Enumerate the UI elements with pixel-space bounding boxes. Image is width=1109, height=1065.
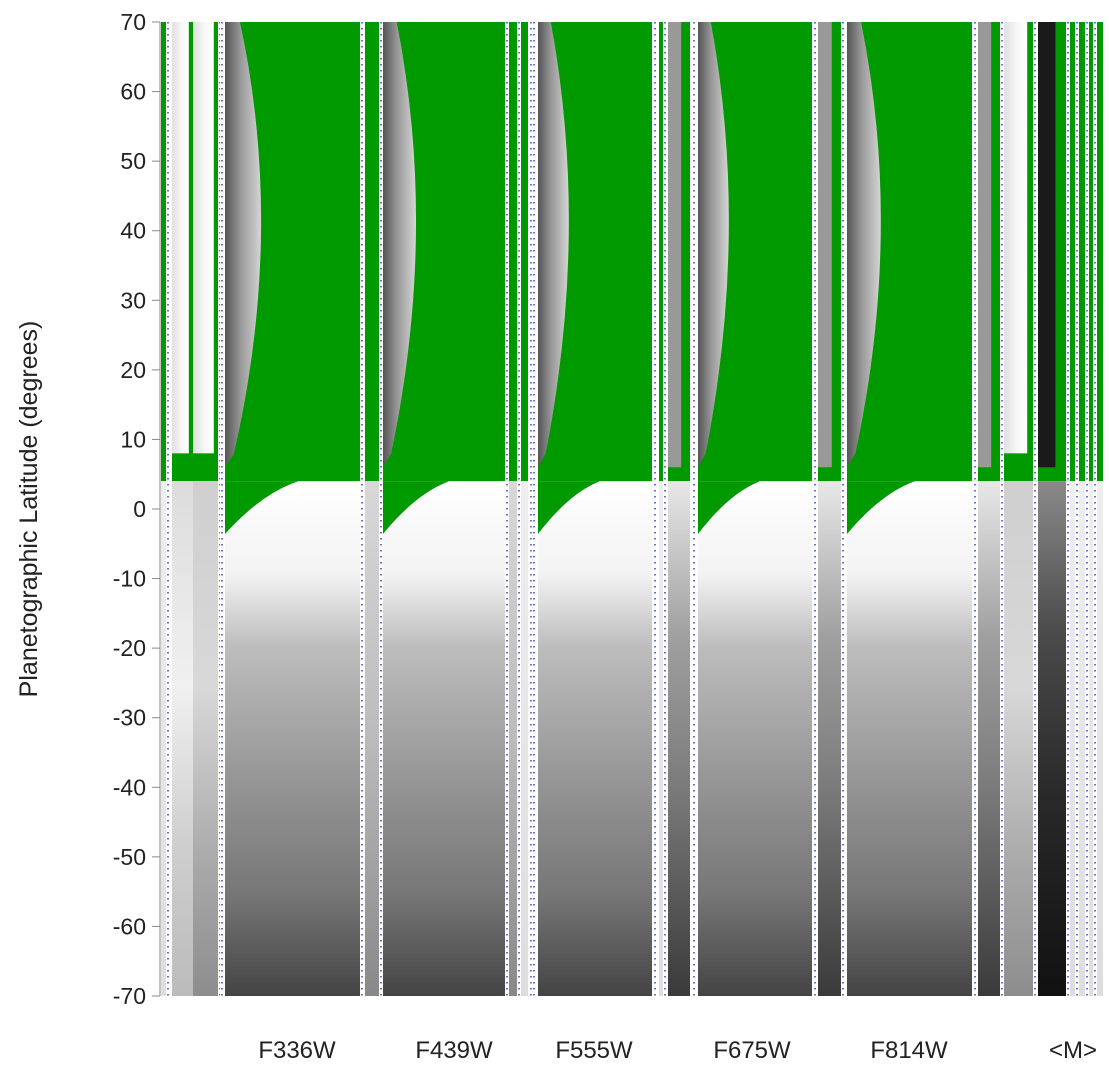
no-data-region (521, 22, 528, 482)
y-tick-label: 0 (133, 496, 146, 522)
y-axis (152, 21, 161, 997)
southern-data-strip (161, 481, 166, 997)
southern-data-strip (698, 481, 812, 997)
southern-data-strip (383, 481, 505, 997)
y-tick-label: -70 (113, 983, 146, 1009)
no-data-region (365, 22, 380, 482)
northern-data-strip (978, 22, 992, 468)
band-label: F675W (713, 1037, 791, 1064)
equator-no-data-edge (225, 476, 360, 534)
column-separators (166, 22, 1097, 996)
southern-data-strip (1038, 481, 1067, 997)
y-tick-label: 10 (120, 426, 146, 452)
band-label: F336W (258, 1037, 336, 1064)
no-data-region (161, 22, 166, 482)
equator-no-data-edge (383, 476, 505, 534)
band-label: F814W (870, 1037, 948, 1064)
band-label: F555W (555, 1037, 633, 1064)
northern-data-strip (172, 22, 189, 454)
southern-data-strip (365, 481, 380, 997)
southern-data-strip (978, 481, 1000, 997)
y-axis-title: Planetographic Latitude (degrees) (15, 321, 43, 698)
southern-data-strip (193, 481, 219, 997)
heatmap-strips (161, 22, 1103, 997)
equator-no-data-edge (698, 476, 812, 534)
southern-data-strip (509, 481, 518, 997)
southern-data-strip (225, 481, 360, 997)
y-tick-label: 70 (120, 9, 146, 35)
y-tick-label: 30 (120, 287, 146, 313)
northern-data-strip (818, 22, 832, 468)
northern-data-strip (193, 22, 214, 454)
southern-data-strip (818, 481, 841, 997)
northern-data-strip (1038, 22, 1056, 468)
band-labels: F336W F439W F555W F675W F814W <M> (258, 1037, 1097, 1064)
southern-data-strip (538, 481, 652, 997)
equator-no-data-edge (847, 476, 972, 534)
northern-data-crescent (538, 22, 569, 468)
y-tick-label: -50 (113, 844, 146, 870)
y-tick-label: 50 (120, 148, 146, 174)
no-data-region (659, 22, 664, 482)
y-tick-label: -30 (113, 705, 146, 731)
equator-no-data-edge (538, 476, 652, 534)
northern-data-strip (1004, 22, 1028, 454)
southern-data-strip (172, 481, 193, 997)
y-tick-labels: 70 60 50 40 30 20 10 0 -10 -20 -30 -40 -50 -60 -70 (113, 9, 146, 1009)
y-tick-label: -40 (113, 774, 146, 800)
y-tick-label: -10 (113, 566, 146, 592)
northern-data-crescent (847, 22, 881, 468)
southern-data-strip (659, 481, 664, 997)
y-tick-label: -60 (113, 913, 146, 939)
northern-data-crescent (383, 22, 417, 468)
y-tick-label: 60 (120, 79, 146, 105)
y-tick-label: 40 (120, 218, 146, 244)
band-label: F439W (415, 1037, 493, 1064)
y-tick-label: -20 (113, 635, 146, 661)
northern-data-crescent (698, 22, 729, 468)
band-label: <M> (1049, 1037, 1097, 1064)
northern-data-crescent (225, 22, 262, 468)
southern-data-strip (521, 481, 528, 997)
y-tick-label: 20 (120, 357, 146, 383)
no-data-region (509, 22, 518, 482)
northern-data-strip (668, 22, 682, 468)
southern-data-strip (668, 481, 690, 997)
southern-data-strip (1004, 481, 1033, 997)
southern-data-strip (847, 481, 972, 997)
